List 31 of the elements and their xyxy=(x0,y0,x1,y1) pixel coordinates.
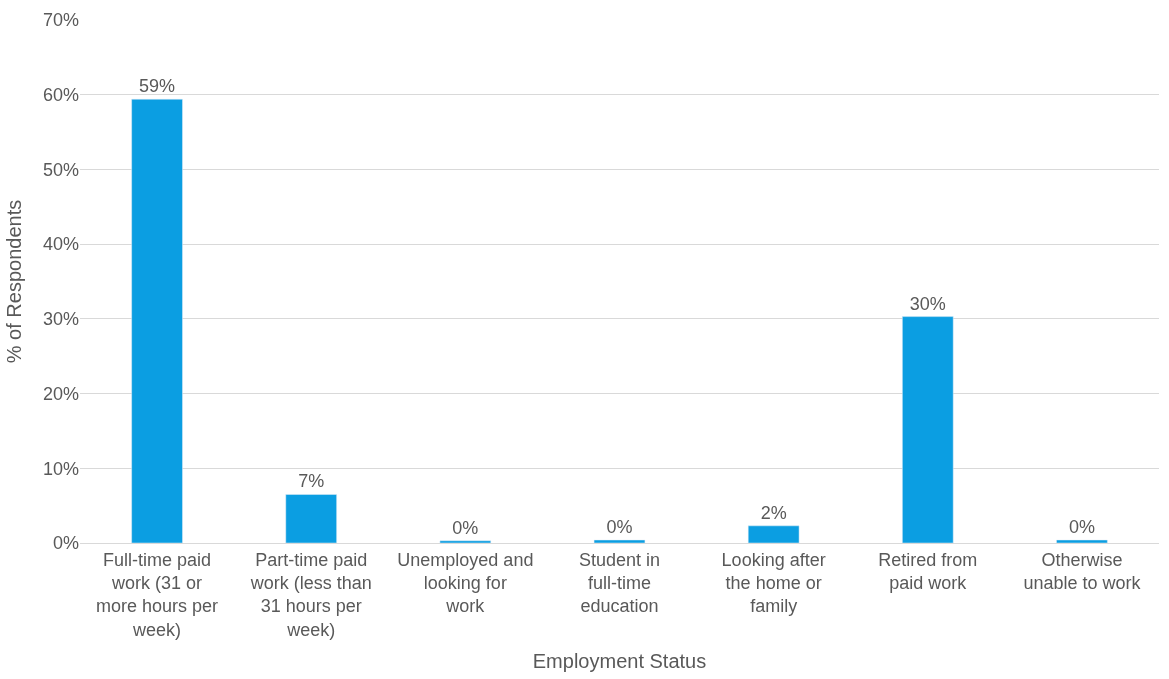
x-tick-label: Otherwise unable to work xyxy=(1023,549,1142,593)
x-axis-title: Employment Status xyxy=(532,650,707,673)
y-tick-label: 30% xyxy=(42,309,79,330)
y-axis-title: % of Respondents xyxy=(3,199,26,364)
bar xyxy=(593,539,646,543)
bar xyxy=(747,525,800,543)
x-tick-label: Part-time paid work (less than 31 hours per week) xyxy=(249,549,372,640)
x-tick-label: Student in full-time education xyxy=(578,549,661,617)
data-label: 7% xyxy=(298,471,325,492)
data-label: 59% xyxy=(139,76,176,97)
data-label: 0% xyxy=(452,517,479,538)
bar xyxy=(131,98,183,543)
y-tick-label: 20% xyxy=(42,383,79,404)
y-tick-label: 60% xyxy=(42,85,79,106)
data-label: 0% xyxy=(606,517,633,538)
y-tick-label: 50% xyxy=(42,159,79,180)
x-tick-label: Retired from paid work xyxy=(878,549,978,593)
x-tick-label: Unemployed and looking for work xyxy=(397,549,534,617)
y-tick-label: 0% xyxy=(52,533,79,554)
bar xyxy=(439,540,492,543)
y-tick-label: 10% xyxy=(42,458,79,479)
y-tick-label: 40% xyxy=(42,234,79,255)
bar xyxy=(285,494,337,543)
x-tick-label: Looking after the home or family xyxy=(721,549,826,617)
y-tick-label: 70% xyxy=(42,10,79,31)
bar xyxy=(1056,539,1108,543)
data-label: 30% xyxy=(909,293,946,314)
bar xyxy=(902,316,954,543)
x-tick-label: Full-time paid work (31 or more hours per week) xyxy=(96,549,219,640)
data-label: 0% xyxy=(1068,517,1095,538)
data-label: 2% xyxy=(760,502,787,523)
